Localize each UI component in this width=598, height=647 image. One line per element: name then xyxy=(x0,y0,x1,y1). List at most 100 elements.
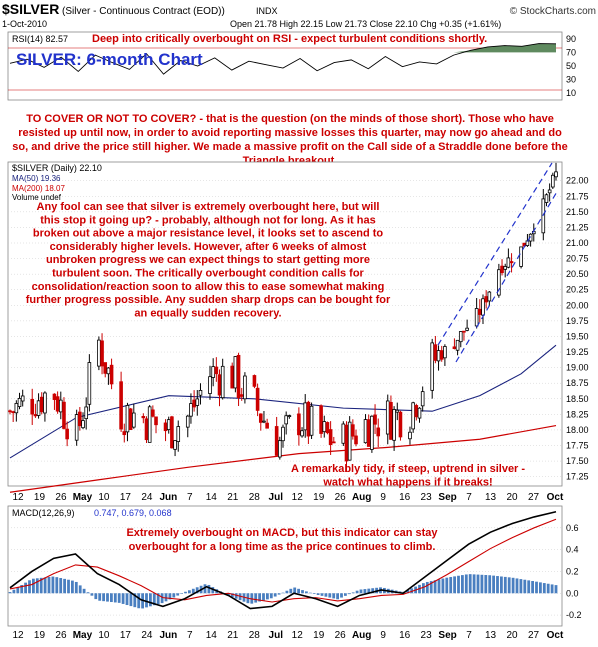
candle-body xyxy=(433,344,438,361)
macd-histogram-bar xyxy=(468,574,472,594)
macd-histogram-bar xyxy=(312,593,316,594)
candle-body xyxy=(351,424,355,437)
macd-histogram-bar xyxy=(301,590,304,594)
candle-body xyxy=(62,401,66,429)
ohlc-readout: Open 21.78 High 22.15 Low 21.73 Close 22… xyxy=(230,19,501,29)
date-tick-label: 16 xyxy=(399,492,411,503)
macd-histogram-bar xyxy=(500,576,503,594)
price-date-axis: 12 19 26 May 10 17 24 Jun 7 14 21 28 Jul 12 19 26 Aug 9 16… xyxy=(12,492,564,503)
candle-body xyxy=(398,411,403,438)
date-tick-label: 10 xyxy=(98,492,110,503)
macd-histogram-bar xyxy=(527,580,531,594)
uptrend-note: A remarkably tidy, if steep, uptrend in … xyxy=(291,463,525,489)
candle-body xyxy=(154,416,158,426)
candle-body xyxy=(144,418,149,441)
macd-histogram-bar xyxy=(539,582,542,594)
macd-histogram-bar xyxy=(449,577,453,594)
candle-body xyxy=(262,420,266,423)
candle-body xyxy=(236,354,241,399)
candle-body xyxy=(30,398,35,415)
candle-body xyxy=(217,374,222,396)
candle-body xyxy=(258,413,263,423)
candle-body xyxy=(373,414,377,425)
candle-body xyxy=(319,405,323,434)
candle-body xyxy=(265,422,269,429)
candle-body xyxy=(43,392,47,414)
macd-histogram-bar xyxy=(164,593,168,602)
price-tick-label: 18.50 xyxy=(566,394,589,404)
candle-body xyxy=(8,410,12,413)
macd-histogram-bar xyxy=(371,588,375,594)
candle-body xyxy=(354,435,358,445)
macd-histogram-bar xyxy=(445,577,449,594)
candle-body xyxy=(189,403,193,417)
date-tick-label: 27 xyxy=(528,492,540,503)
date-tick-label: 17 xyxy=(120,630,132,641)
rsi-tick-label: 70 xyxy=(566,47,576,57)
macd-histogram-bar xyxy=(74,581,78,594)
candle-body xyxy=(284,415,288,425)
candle-body xyxy=(487,291,492,302)
macd-histogram-bar xyxy=(476,574,480,594)
candle-body xyxy=(376,427,381,437)
candle-body xyxy=(481,298,485,316)
candle-body xyxy=(87,362,92,405)
candle-body xyxy=(185,415,190,428)
candle-body xyxy=(239,394,244,397)
macd-histogram-bar xyxy=(102,593,105,602)
candle-body xyxy=(519,246,523,267)
candle-body xyxy=(211,366,215,378)
candle-body xyxy=(125,405,130,433)
macd-histogram-bar xyxy=(39,577,43,594)
macd-histogram-bar xyxy=(254,593,258,603)
date-tick-label: 13 xyxy=(485,492,497,503)
candle-body xyxy=(173,440,177,450)
candle-body xyxy=(344,424,349,462)
candle-body xyxy=(55,396,60,412)
macd-tick-label: 0.0 xyxy=(566,588,579,598)
macd-histogram-bar xyxy=(433,580,437,594)
macd-histogram-bar xyxy=(515,578,519,594)
candle-body xyxy=(478,308,482,315)
candle-body xyxy=(36,400,41,416)
candle-body xyxy=(81,420,85,429)
macd-histogram-bar xyxy=(535,581,538,594)
price-tick-label: 21.50 xyxy=(566,207,589,217)
macd-histogram-bar xyxy=(78,585,82,594)
legend-volume: Volume undef xyxy=(12,193,62,202)
candle-body xyxy=(408,431,412,440)
candle-body xyxy=(297,413,301,436)
macd-histogram-bar xyxy=(437,579,441,594)
date-tick-label: Jul xyxy=(269,630,284,641)
macd-histogram-bar xyxy=(129,593,133,607)
macd-histogram-bar xyxy=(488,575,492,594)
candle-body xyxy=(97,339,101,367)
price-tick-label: 18.75 xyxy=(566,378,589,388)
macd-histogram-bar xyxy=(519,579,523,594)
date-tick-label: 9 xyxy=(380,630,386,641)
macd-histogram-bar xyxy=(67,579,70,594)
candle-body xyxy=(509,261,514,264)
candle-body xyxy=(430,342,434,391)
macd-histogram-bar xyxy=(230,593,234,598)
macd-histogram-bar xyxy=(211,587,215,594)
candle-body xyxy=(370,415,374,450)
candle-body xyxy=(484,296,488,303)
date-tick-label: 23 xyxy=(421,492,433,503)
macd-histogram-bar xyxy=(316,593,320,595)
candle-body xyxy=(163,422,168,432)
date-tick-label: 24 xyxy=(141,492,153,503)
macd-histogram-bar xyxy=(184,591,187,594)
macd-tick-label: 0.4 xyxy=(566,545,579,555)
candle-body xyxy=(208,376,212,394)
macd-histogram-bar xyxy=(227,593,230,596)
macd-histogram-bar xyxy=(59,578,63,594)
macd-histogram-bar xyxy=(531,581,534,594)
price-panel: 22.00 21.75 21.50 21.25 21.00 20.75 20.50 20.25… xyxy=(7,161,589,493)
macd-histogram-bar xyxy=(546,583,550,594)
candle-body xyxy=(147,406,152,443)
date-tick-label: 9 xyxy=(380,492,386,503)
candle-body xyxy=(303,402,308,431)
candle-body xyxy=(363,419,368,444)
macd-histogram-bar xyxy=(234,593,238,599)
